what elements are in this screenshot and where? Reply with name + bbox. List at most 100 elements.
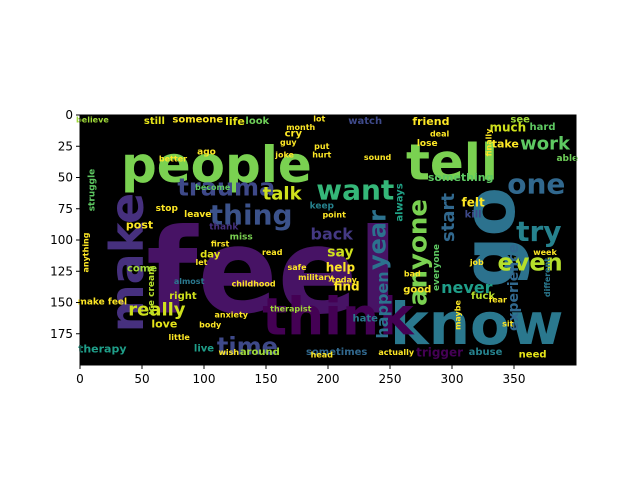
word-someone: someone [172, 115, 223, 126]
word-post: post [126, 219, 153, 232]
word-want: want [316, 174, 394, 207]
word-sometimes: sometimes [306, 347, 367, 358]
word-everyone: everyone [432, 244, 442, 291]
word-love: love [151, 317, 177, 330]
word-anything: anything [82, 232, 91, 272]
word-therapy: therapy [78, 342, 126, 355]
word-live: live [194, 343, 214, 354]
image-background [80, 115, 576, 365]
word-read: read [262, 248, 283, 257]
word-safe: safe [287, 263, 307, 272]
x-tick-label: 300 [441, 372, 464, 386]
word-bad: bad [404, 269, 421, 278]
word-cry: cry [285, 128, 303, 139]
word-think: think [262, 288, 415, 348]
word-talk: talk [263, 183, 303, 204]
word-come: come [127, 263, 157, 274]
word-almost: almost [174, 277, 205, 286]
word-trauma: trauma [177, 174, 275, 202]
word-guy: guy [280, 138, 297, 147]
word-hard: hard [530, 122, 556, 133]
word-tell: tell [406, 134, 498, 192]
word-much: much [489, 121, 526, 135]
word-make: make [100, 193, 154, 333]
word-able: able [556, 154, 578, 164]
x-tick-label: 150 [255, 372, 278, 386]
word-one: one [507, 167, 565, 200]
word-struggle: struggle [87, 169, 97, 212]
word-time: time [217, 332, 278, 360]
word-let: let [196, 258, 208, 267]
word-ice-cream: ice cream [147, 266, 157, 315]
word-keep: keep [310, 201, 335, 211]
word-always: always [394, 183, 405, 221]
word-really: really [128, 300, 186, 321]
word-month: month [286, 123, 315, 132]
word-make-feel: make feel [77, 298, 127, 308]
word-stop: stop [156, 204, 179, 214]
word-lot: lot [313, 114, 325, 123]
word-believe: believe [76, 116, 109, 125]
word-never: never [441, 278, 493, 297]
word-year: year [364, 210, 392, 270]
word-thank: thank [209, 223, 239, 233]
x-tick-label: 50 [134, 372, 149, 386]
word-childhood: childhood [232, 279, 276, 288]
word-need: need [519, 350, 547, 361]
word-job: job [469, 258, 484, 267]
word-hate: hate [352, 313, 378, 324]
word-wish: wish [219, 348, 240, 357]
word-leave: leave [184, 210, 211, 220]
word-miss: miss [230, 233, 253, 243]
word-fuck: fuck [471, 291, 495, 302]
word-watch: watch [348, 116, 382, 127]
word-first: first [211, 239, 230, 248]
x-tick-label: 0 [76, 372, 84, 386]
word-find: find [334, 279, 360, 293]
word-even: even [497, 249, 562, 277]
word-back: back [311, 224, 354, 243]
y-tick-label: 25 [58, 139, 73, 153]
word-work: work [520, 133, 571, 154]
word-still: still [144, 116, 165, 127]
word-actually: actually [378, 348, 415, 357]
word-therapist: therapist [270, 304, 312, 313]
word-try: try [516, 215, 561, 248]
y-axis: 0 25 50 75 100 125 150 175 [50, 108, 80, 341]
word-right: right [169, 291, 197, 302]
word-thing: thing [210, 199, 293, 232]
word-day: day [200, 250, 221, 261]
word-sit: sit [502, 319, 514, 328]
word-fear: fear [489, 296, 507, 305]
word-around: around [240, 347, 280, 358]
word-happen: happen [373, 271, 392, 338]
y-tick-label: 150 [50, 296, 73, 310]
word-kill: kill [465, 210, 482, 221]
x-axis: 0 50 100 150 200 250 300 350 [76, 365, 525, 386]
word-see: see [510, 115, 530, 126]
word-say: say [327, 245, 353, 261]
y-tick-label: 0 [65, 108, 73, 122]
word-body: body [199, 321, 222, 330]
word-trigger: trigger [416, 346, 463, 360]
word-know: know [390, 290, 563, 358]
word-better: better [159, 154, 187, 163]
word-put: put [314, 142, 329, 151]
word-experience: experience [506, 244, 522, 331]
word-feel: feel [146, 202, 398, 340]
word-something: something [428, 171, 494, 184]
word-start: start [438, 193, 459, 242]
y-tick-label: 50 [58, 171, 73, 185]
word-friend: friend [412, 115, 449, 128]
y-tick-label: 100 [50, 233, 73, 247]
y-tick-label: 75 [58, 202, 73, 216]
word-head: head [311, 351, 334, 360]
word-week: week [533, 248, 557, 257]
x-tick-label: 350 [503, 372, 526, 386]
word-go: go [447, 187, 531, 288]
word-look: look [245, 116, 269, 127]
y-tick-label: 175 [50, 327, 73, 341]
word-today: today [331, 276, 357, 285]
